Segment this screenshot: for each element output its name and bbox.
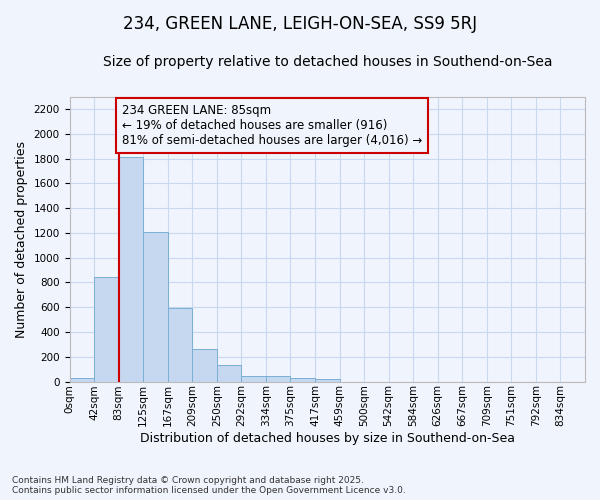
Text: Contains HM Land Registry data © Crown copyright and database right 2025.
Contai: Contains HM Land Registry data © Crown c… <box>12 476 406 495</box>
Text: 234 GREEN LANE: 85sqm
← 19% of detached houses are smaller (916)
81% of semi-det: 234 GREEN LANE: 85sqm ← 19% of detached … <box>122 104 422 147</box>
Y-axis label: Number of detached properties: Number of detached properties <box>15 140 28 338</box>
Bar <box>192 350 217 382</box>
Bar <box>143 232 168 382</box>
Bar <box>119 158 143 382</box>
Text: 234, GREEN LANE, LEIGH-ON-SEA, SS9 5RJ: 234, GREEN LANE, LEIGH-ON-SEA, SS9 5RJ <box>123 15 477 33</box>
Bar <box>94 277 119 382</box>
Bar <box>70 378 94 382</box>
Bar <box>315 379 340 382</box>
Bar <box>266 376 290 382</box>
Bar <box>241 376 266 382</box>
Bar <box>168 308 192 382</box>
Bar <box>290 378 315 382</box>
X-axis label: Distribution of detached houses by size in Southend-on-Sea: Distribution of detached houses by size … <box>140 432 515 445</box>
Bar <box>217 366 241 382</box>
Title: Size of property relative to detached houses in Southend-on-Sea: Size of property relative to detached ho… <box>103 55 552 69</box>
